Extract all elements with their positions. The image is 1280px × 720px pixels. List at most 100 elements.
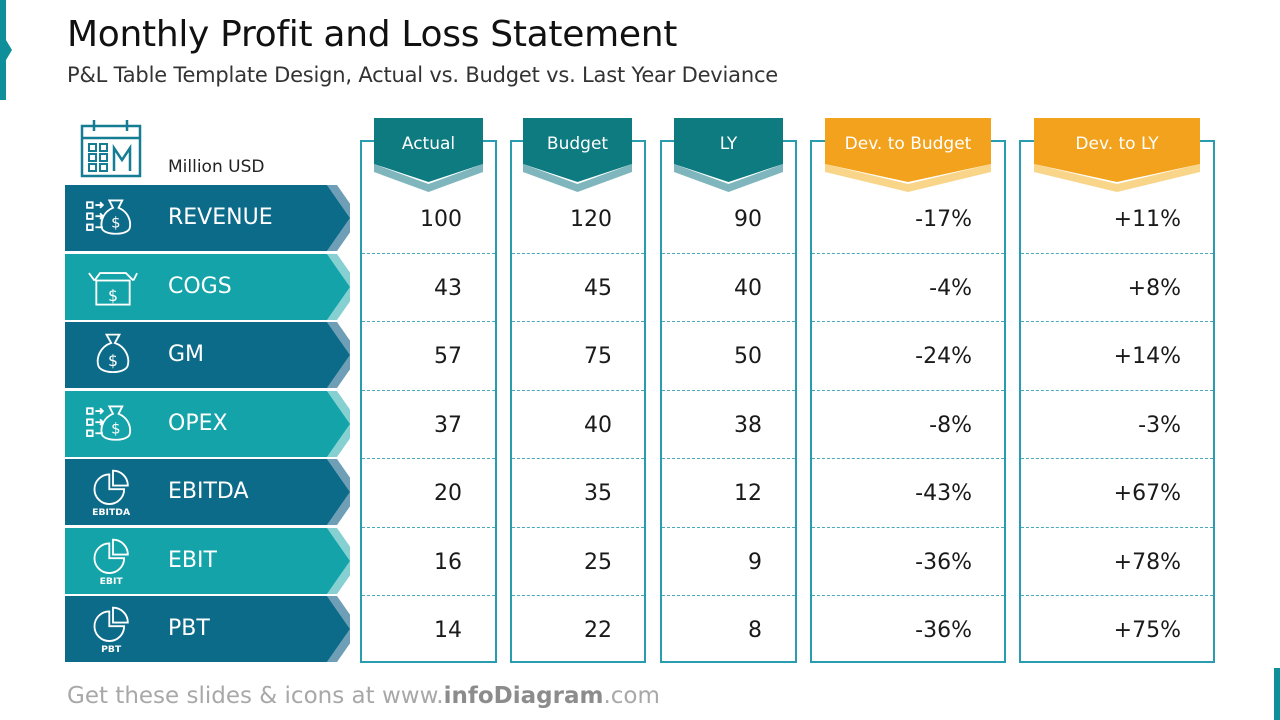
row-label-text: EBIT [168, 548, 217, 573]
money-bag-icon: $ [96, 333, 130, 374]
svg-text:PBT: PBT [101, 644, 122, 654]
row-divider [1021, 458, 1213, 459]
row-label-ebitda: EBITDA EBITDA [65, 459, 350, 525]
pie-chart-icon: PBT [93, 606, 129, 654]
table-cell: 22 [584, 618, 612, 643]
pie-chart-icon: EBITDA [92, 469, 131, 517]
row-divider [512, 321, 644, 322]
table-cell: 8 [748, 618, 762, 643]
table-cell: -24% [915, 344, 972, 369]
table-cell: -3% [1138, 413, 1181, 438]
column-header-5: Dev. to LY [1034, 118, 1200, 192]
row-arrow-shape [65, 459, 350, 525]
table-cell: -17% [915, 207, 972, 232]
row-divider [512, 253, 644, 254]
row-divider [662, 253, 795, 254]
row-arrow-shape [65, 254, 350, 320]
row-divider [1021, 321, 1213, 322]
row-arrow-shape [65, 322, 350, 388]
table-cell: 9 [748, 550, 762, 575]
row-divider [362, 595, 495, 596]
column-header-4: Dev. to Budget [825, 118, 991, 192]
row-divider [512, 527, 644, 528]
table-cell: 43 [434, 276, 462, 301]
table-cell: 100 [420, 207, 462, 232]
row-divider [362, 321, 495, 322]
unit-label: Million USD [168, 157, 265, 177]
table-cell: 25 [584, 550, 612, 575]
row-divider [662, 390, 795, 391]
column-header-1: Actual [374, 118, 483, 192]
footer-credit: Get these slides & icons at www.infoDiag… [67, 683, 660, 709]
pie-chart-icon: EBIT [93, 538, 129, 586]
table-cell: -36% [915, 618, 972, 643]
row-arrow-shape [65, 528, 350, 594]
column-frame [810, 140, 1006, 663]
row-divider [812, 390, 1004, 391]
row-label-text: OPEX [168, 411, 228, 436]
left-edge-accent [0, 0, 12, 100]
row-divider [362, 458, 495, 459]
row-divider [812, 458, 1004, 459]
row-divider [1021, 595, 1213, 596]
row-divider [512, 458, 644, 459]
calendar-icon [80, 120, 142, 178]
column-header-shape [523, 118, 632, 192]
row-label-text: PBT [168, 616, 210, 641]
row-divider [662, 595, 795, 596]
right-edge-accent [1274, 668, 1280, 720]
table-cell: +11% [1113, 207, 1181, 232]
row-divider [812, 253, 1004, 254]
row-divider [662, 458, 795, 459]
svg-text:$: $ [108, 286, 118, 305]
row-divider [362, 390, 495, 391]
page-title: Monthly Profit and Loss Statement [67, 14, 678, 55]
svg-text:$: $ [111, 420, 120, 437]
table-cell: 14 [434, 618, 462, 643]
table-cell: -43% [915, 481, 972, 506]
svg-text:EBIT: EBIT [100, 576, 124, 586]
table-cell: +14% [1113, 344, 1181, 369]
money-bag-list-icon: $ [86, 199, 132, 235]
row-label-pbt: PBT PBT [65, 596, 350, 662]
table-cell: -4% [929, 276, 972, 301]
column-frame [1019, 140, 1215, 663]
open-box-dollar-icon: $ [88, 272, 138, 306]
column-header-label: Dev. to Budget [844, 134, 972, 154]
row-arrow-shape [65, 185, 350, 251]
row-divider [512, 595, 644, 596]
column-header-2: Budget [523, 118, 632, 192]
row-label-opex: $ OPEX [65, 391, 350, 457]
column-header-shape [374, 118, 483, 192]
table-cell: 45 [584, 276, 612, 301]
row-label-text: COGS [168, 274, 232, 299]
table-cell: 40 [584, 413, 612, 438]
table-cell: -8% [929, 413, 972, 438]
table-cell: 40 [734, 276, 762, 301]
row-label-revenue: $ REVENUE [65, 185, 350, 251]
svg-text:EBITDA: EBITDA [92, 507, 131, 517]
svg-text:$: $ [111, 214, 120, 231]
table-cell: 37 [434, 413, 462, 438]
table-cell: +67% [1113, 481, 1181, 506]
column-frame [360, 140, 497, 663]
column-header-label: Dev. to LY [1075, 134, 1159, 154]
row-divider [1021, 390, 1213, 391]
column-header-label: Budget [546, 134, 609, 154]
row-label-ebit: EBIT EBIT [65, 528, 350, 594]
money-bag-list-icon: $ [86, 405, 132, 441]
svg-text:$: $ [108, 351, 118, 370]
row-label-text: EBITDA [168, 479, 249, 504]
table-cell: 120 [570, 207, 612, 232]
row-divider [1021, 253, 1213, 254]
column-frame [660, 140, 797, 663]
column-header-label: Actual [401, 134, 456, 154]
row-divider [812, 527, 1004, 528]
row-divider [812, 595, 1004, 596]
row-divider [362, 253, 495, 254]
row-label-gm: $ GM [65, 322, 350, 388]
row-divider [1021, 527, 1213, 528]
page-subtitle: P&L Table Template Design, Actual vs. Bu… [67, 63, 779, 87]
column-header-3: LY [674, 118, 783, 192]
row-divider [512, 390, 644, 391]
